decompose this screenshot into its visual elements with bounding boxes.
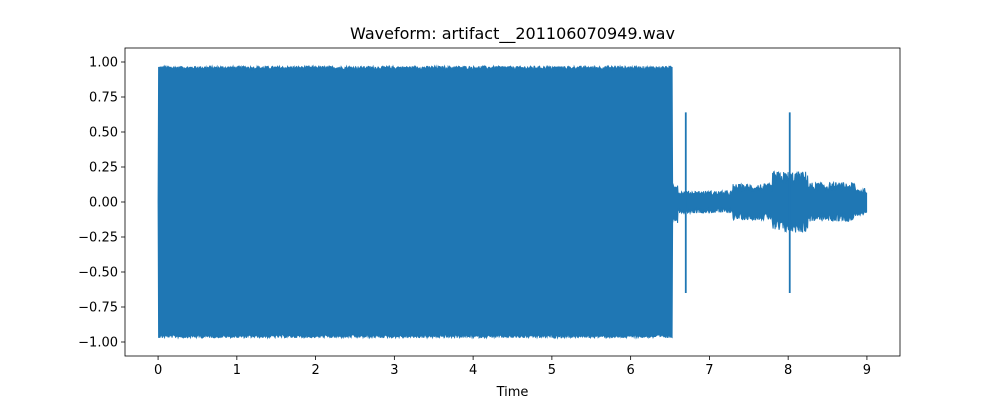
y-tick-label: −0.25 — [78, 231, 118, 246]
y-tick-label: −0.50 — [78, 266, 118, 281]
x-tick-label: 1 — [233, 363, 241, 378]
waveform-envelope — [157, 64, 868, 340]
waveform-series — [157, 64, 868, 340]
y-tick-label: −0.75 — [78, 301, 118, 316]
y-tick-label: 0.25 — [89, 161, 118, 176]
y-tick-label: 0.00 — [89, 196, 118, 211]
x-tick-label: 4 — [469, 363, 477, 378]
y-tick-label: −1.00 — [78, 336, 118, 351]
x-tick-label: 0 — [154, 363, 162, 378]
x-tick-label: 8 — [784, 363, 792, 378]
y-tick-label: 0.50 — [89, 126, 118, 141]
x-tick-label: 7 — [705, 363, 713, 378]
plot-frame — [124, 47, 901, 357]
axis-ticks: 0 1 2 3 4 5 6 7 8 9 −1.00 −0.75 −0.50 −0.25 0.00 0.25 0.… — [78, 56, 871, 379]
x-tick-label: 6 — [626, 363, 634, 378]
y-tick-label: 1.00 — [89, 56, 118, 71]
x-tick-label: 5 — [548, 363, 556, 378]
chart-title: Waveform: artifact__201106070949.wav — [350, 24, 675, 44]
x-tick-label: 2 — [311, 363, 319, 378]
y-tick-label: 0.75 — [89, 91, 118, 106]
x-tick-label: 3 — [390, 363, 398, 378]
x-axis-title: Time — [496, 385, 529, 400]
x-tick-label: 9 — [863, 363, 871, 378]
